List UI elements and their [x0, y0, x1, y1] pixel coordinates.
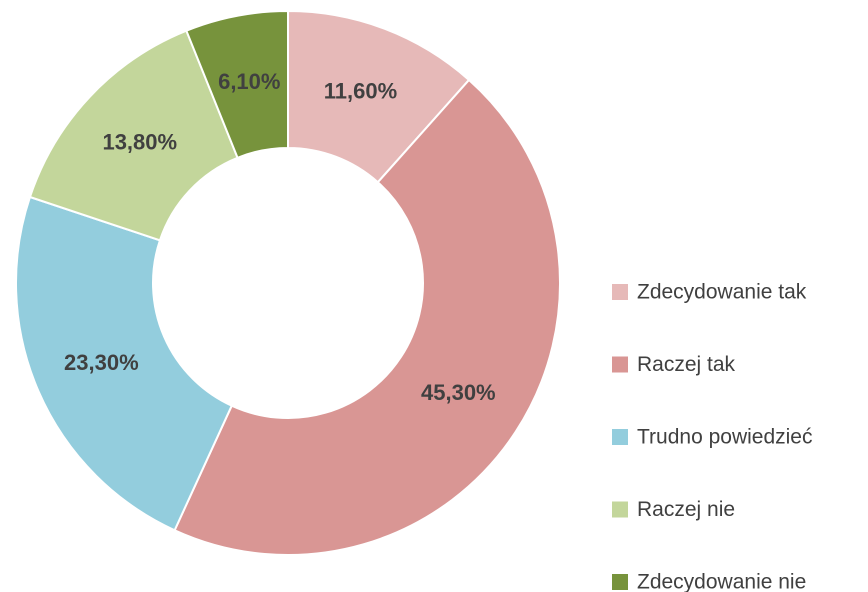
data-label: 45,30%	[421, 380, 496, 405]
legend-swatch	[612, 284, 628, 300]
legend-swatch	[612, 356, 628, 373]
data-label: 13,80%	[102, 129, 177, 154]
donut-slice	[28, 29, 239, 242]
data-label: 11,60%	[324, 79, 397, 104]
legend-swatch	[612, 429, 628, 445]
legend-label: Zdecydowanie tak	[637, 281, 807, 304]
legend-label: Raczej nie	[637, 498, 735, 521]
donut-slice	[15, 195, 234, 532]
legend-swatch	[612, 574, 628, 590]
legend-swatch	[612, 501, 628, 518]
donut-slice	[173, 78, 561, 556]
legend-label: Trudno powiedzieć	[637, 426, 813, 449]
legend-label: Raczej tak	[637, 353, 736, 376]
data-label: 23,30%	[64, 350, 139, 375]
legend-label: Zdecydowanie nie	[637, 571, 806, 592]
data-label: 6,10%	[218, 69, 280, 94]
donut-slice	[185, 9, 289, 160]
